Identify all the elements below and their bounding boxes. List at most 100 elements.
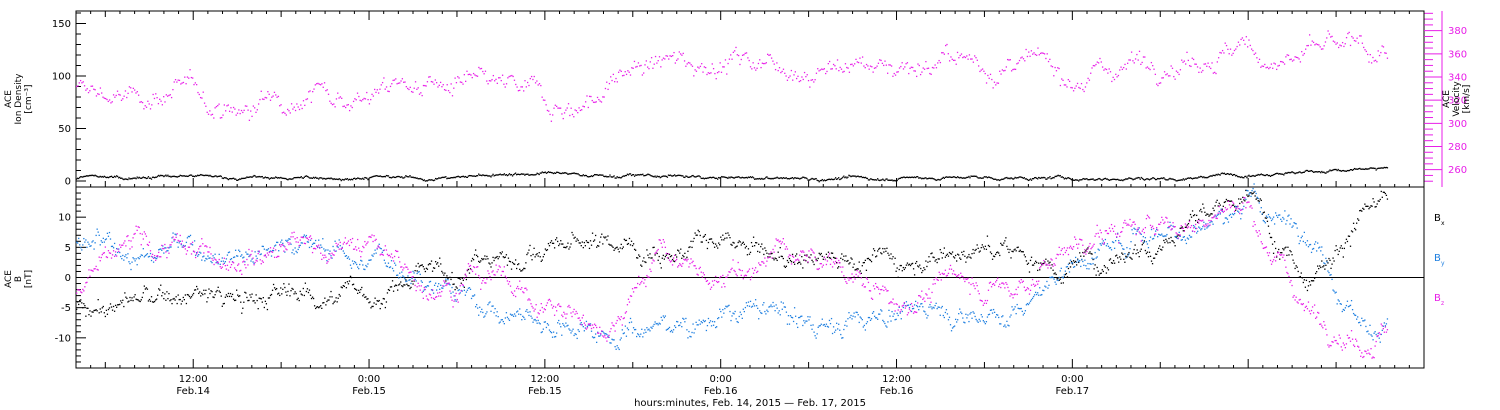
velocity-point: [1276, 68, 1278, 71]
bx-point: [772, 257, 774, 259]
density-point: [364, 176, 366, 179]
density-point: [921, 178, 923, 180]
by-point: [107, 235, 110, 237]
density-point: [317, 177, 319, 179]
by-point: [380, 248, 382, 250]
density-point: [237, 179, 239, 181]
by-point: [753, 305, 756, 307]
by-point: [1023, 312, 1026, 315]
bx-point: [930, 252, 932, 255]
velocity-point: [1097, 62, 1100, 64]
by-point: [1343, 309, 1346, 311]
bx-point: [928, 256, 930, 258]
density-point: [784, 177, 787, 179]
bx-point: [348, 280, 351, 282]
density-point: [160, 174, 162, 177]
density-point: [1262, 174, 1264, 176]
bx-point: [245, 292, 247, 294]
bx-point: [802, 267, 804, 269]
density-point: [533, 174, 535, 176]
density-point: [343, 179, 345, 181]
density-point: [684, 176, 686, 179]
by-point: [328, 253, 330, 255]
density-point: [1024, 178, 1027, 180]
velocity-point: [1174, 78, 1176, 80]
bx-point: [753, 245, 756, 247]
bx-point: [892, 256, 894, 258]
density-point: [502, 174, 504, 176]
density-point: [1002, 178, 1004, 181]
bx-point: [1000, 242, 1002, 245]
by-point: [683, 318, 685, 320]
by-point: [1193, 226, 1196, 228]
density-point: [667, 174, 670, 176]
by-point: [1231, 213, 1234, 215]
velocity-point: [912, 66, 914, 69]
bx-point: [610, 244, 612, 246]
by-point: [345, 255, 348, 257]
bx-point: [698, 230, 700, 233]
by-point: [293, 253, 295, 255]
density-point: [710, 177, 713, 179]
by-point: [211, 261, 213, 264]
density-point: [1030, 179, 1033, 181]
bx-point: [611, 245, 613, 247]
bx-point: [646, 249, 648, 251]
velocity-point: [232, 106, 235, 109]
velocity-point: [943, 53, 946, 55]
by-point: [977, 321, 979, 323]
bx-point: [988, 245, 991, 248]
density-point: [165, 174, 167, 176]
velocity-point: [376, 89, 378, 91]
by-point: [703, 320, 705, 323]
density-point: [1048, 177, 1050, 179]
by-point: [1168, 226, 1170, 229]
density-point: [763, 178, 765, 180]
bx-point: [604, 237, 606, 239]
by-point: [105, 238, 108, 240]
density-point: [99, 175, 101, 178]
bx-point: [887, 252, 889, 254]
bx-point: [368, 302, 370, 304]
density-point: [641, 174, 643, 176]
density-point: [550, 172, 553, 174]
by-point: [362, 264, 364, 266]
velocity-point: [165, 94, 167, 96]
velocity-point: [939, 61, 942, 64]
by-point: [415, 280, 417, 282]
density-point: [1368, 168, 1370, 170]
by-point: [943, 316, 946, 319]
velocity-point: [610, 76, 612, 78]
density-point: [411, 176, 413, 179]
bx-point: [820, 252, 822, 255]
bx-point: [1318, 267, 1320, 270]
by-point: [802, 324, 804, 327]
bz-point: [83, 290, 85, 292]
density-tick-label: 100: [52, 72, 71, 83]
by-point: [828, 319, 831, 322]
bx-point: [1306, 289, 1309, 292]
velocity-point: [1088, 79, 1091, 81]
velocity-point: [1361, 42, 1364, 44]
velocity-point: [774, 68, 777, 71]
by-point: [973, 312, 975, 314]
bx-point: [1386, 198, 1389, 200]
bx-point: [670, 255, 673, 257]
velocity-point: [781, 70, 783, 73]
bz-point: [112, 250, 115, 252]
bx-point: [1292, 259, 1294, 261]
density-point: [487, 175, 489, 177]
density-point: [902, 176, 904, 178]
velocity-point: [1013, 68, 1015, 70]
velocity-point: [865, 63, 868, 66]
bx-point: [1224, 201, 1227, 203]
bx-point: [783, 265, 785, 267]
by-point: [425, 286, 428, 288]
density-point: [1230, 173, 1233, 175]
velocity-point: [794, 71, 796, 73]
density-point: [754, 178, 757, 180]
density-point: [428, 179, 431, 181]
by-point: [124, 255, 126, 258]
velocity-point: [1037, 47, 1039, 49]
velocity-point: [1182, 61, 1184, 63]
